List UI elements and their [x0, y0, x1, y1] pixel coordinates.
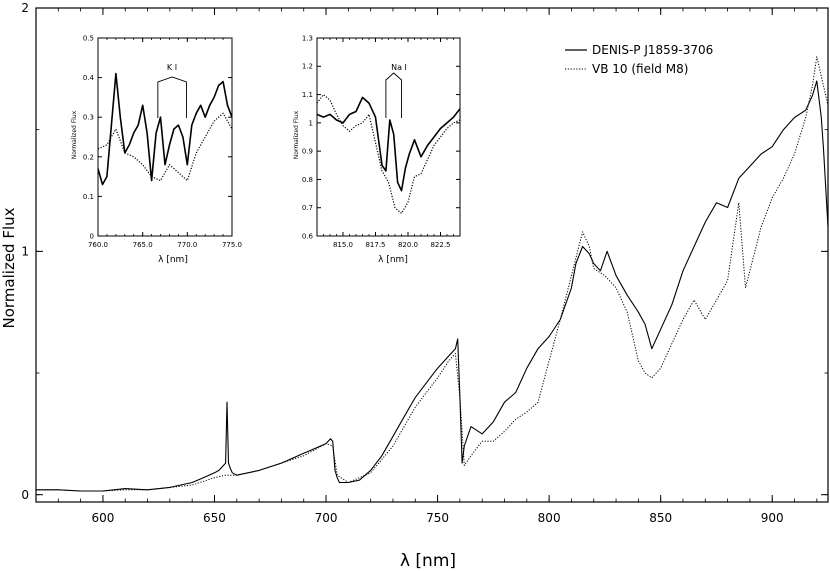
inset-nai-x-tick-label: 817.5 — [365, 241, 385, 249]
main-x-tick-label: 600 — [91, 511, 114, 525]
main-x-tick-label: 700 — [315, 511, 338, 525]
inset-ki-x-tick-label: 760.0 — [88, 241, 108, 249]
main-series-denis — [36, 80, 828, 492]
main-frame — [35, 7, 829, 503]
inset-nai-x-tick-label: 820.0 — [398, 241, 418, 249]
inset-ki-x-axis-title: λ [nm] — [158, 255, 188, 265]
inset-nai-series-denis — [317, 96, 460, 192]
inset-nai-y-axis-title: Normalized Flux — [293, 110, 300, 159]
inset-ki-x-tick-label: 765.0 — [133, 241, 153, 249]
main-y-tick-label: 2 — [21, 1, 29, 15]
legend-label-denis: DENIS-P J1859-3706 — [592, 43, 713, 57]
legend-label-vb10: VB 10 (field M8) — [592, 62, 688, 76]
main-x-tick-label: 800 — [538, 511, 561, 525]
inset-ki-y-tick-label: 0.1 — [83, 193, 94, 201]
main-x-axis-title: λ [nm] — [400, 551, 456, 571]
main-x-tick-label: 650 — [203, 511, 226, 525]
inset-ki-x-tick-label: 775.0 — [222, 241, 242, 249]
inset-nai-panel: 815.0 817.5 820.0 822.5 0.6 0.7 0.8 0.9 1 1.1 1.2 1… — [302, 34, 461, 249]
inset-nai-y-tick-label: 1.3 — [302, 34, 313, 42]
inset-nai-x-tick-label: 822.5 — [430, 241, 450, 249]
inset-ki-doublet-bracket — [157, 76, 187, 118]
inset-nai-line-label: Na I — [391, 63, 407, 72]
inset-ki-y-tick-label: 0.4 — [83, 74, 95, 82]
main-series-vb10 — [36, 56, 828, 492]
inset-nai-y-tick-label: 0.9 — [302, 148, 313, 156]
inset-nai-y-tick-label: 0.7 — [302, 204, 313, 212]
main-x-tick-label: 850 — [649, 511, 672, 525]
inset-ki-y-tick-label: 0.2 — [83, 153, 94, 161]
main-y-axis-title: Normalized Flux — [0, 207, 18, 328]
inset-ki-y-axis-title: Normalized Flux — [71, 110, 78, 159]
legend: DENIS-P J1859-3706 VB 10 (field M8) — [565, 43, 713, 76]
main-y-tick-label: 1 — [21, 245, 29, 259]
inset-nai-y-tick-label: 1 — [309, 119, 313, 127]
inset-nai-y-tick-label: 1.2 — [302, 63, 313, 71]
inset-nai-doublet-bracket — [385, 72, 402, 118]
inset-ki-line-label: K I — [167, 63, 177, 72]
inset-ki-series-denis — [98, 72, 232, 186]
inset-ki-frame — [97, 37, 233, 237]
main-x-tick-label: 900 — [761, 511, 784, 525]
inset-ki-y-tick-label: 0.5 — [83, 34, 94, 42]
inset-nai-y-tick-label: 0.6 — [302, 232, 314, 240]
inset-ki-x-tick-label: 770.0 — [177, 241, 197, 249]
inset-nai-series-vb10 — [317, 93, 460, 214]
inset-nai-x-tick-label: 815.0 — [333, 241, 353, 249]
inset-nai-y-tick-label: 0.8 — [302, 176, 313, 184]
main-plot-panel: 600 650 700 750 800 850 900 0 1 2 — [21, 1, 829, 525]
inset-nai-x-axis-title: λ [nm] — [378, 255, 408, 265]
main-x-tick-label: 750 — [426, 511, 449, 525]
inset-ki-panel: 760.0 765.0 770.0 775.0 0 0.1 0.2 0.3 0.4 0.5 — [83, 34, 242, 249]
inset-nai-y-tick-label: 1.1 — [302, 91, 313, 99]
inset-ki-y-tick-label: 0 — [90, 232, 94, 240]
main-y-tick-label: 0 — [21, 488, 29, 502]
inset-ki-y-tick-label: 0.3 — [83, 114, 94, 122]
